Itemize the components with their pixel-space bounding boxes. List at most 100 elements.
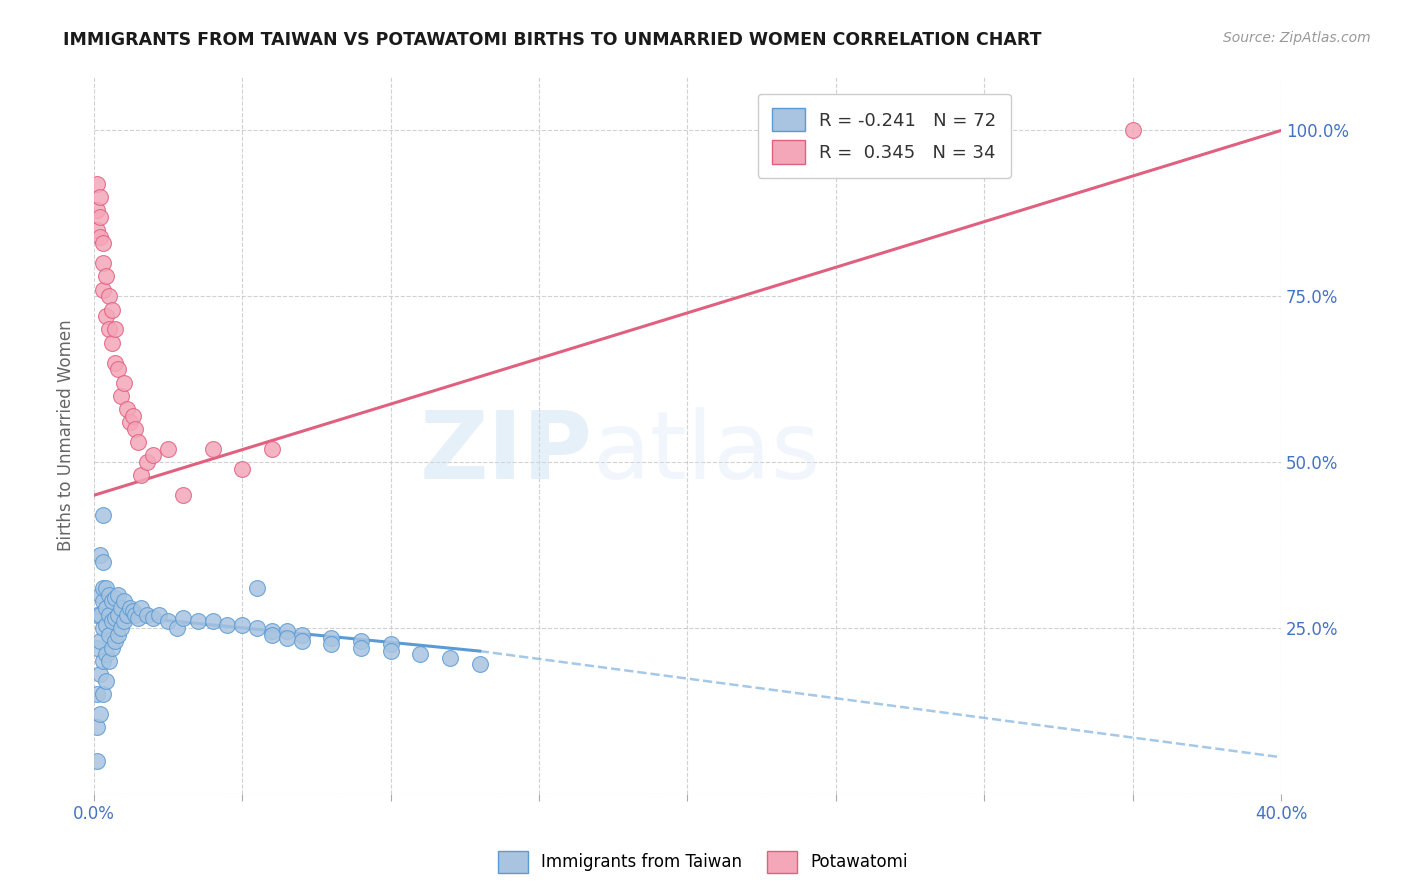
Point	[89, 634, 111, 648]
Point	[260, 624, 283, 639]
Point	[172, 488, 194, 502]
Point	[97, 322, 120, 336]
Legend: Immigrants from Taiwan, Potawatomi: Immigrants from Taiwan, Potawatomi	[491, 845, 915, 880]
Point	[409, 648, 432, 662]
Text: ZIP: ZIP	[419, 408, 592, 500]
Point	[124, 422, 146, 436]
Point	[246, 621, 269, 635]
Point	[91, 256, 114, 270]
Point	[127, 611, 149, 625]
Point	[86, 687, 108, 701]
Point	[131, 468, 153, 483]
Point	[217, 617, 239, 632]
Point	[439, 650, 461, 665]
Y-axis label: Births to Unmarried Women: Births to Unmarried Women	[58, 319, 75, 551]
Point	[97, 588, 120, 602]
Point	[187, 614, 209, 628]
Point	[127, 435, 149, 450]
Point	[115, 607, 138, 622]
Point	[131, 601, 153, 615]
Point	[89, 210, 111, 224]
Point	[276, 624, 298, 639]
Point	[468, 657, 491, 672]
Text: Source: ZipAtlas.com: Source: ZipAtlas.com	[1223, 31, 1371, 45]
Point	[86, 177, 108, 191]
Point	[89, 707, 111, 722]
Point	[104, 356, 127, 370]
Point	[124, 607, 146, 622]
Point	[380, 644, 402, 658]
Point	[110, 621, 132, 635]
Point	[121, 604, 143, 618]
Point	[136, 455, 159, 469]
Text: IMMIGRANTS FROM TAIWAN VS POTAWATOMI BIRTHS TO UNMARRIED WOMEN CORRELATION CHART: IMMIGRANTS FROM TAIWAN VS POTAWATOMI BIR…	[63, 31, 1042, 49]
Point	[136, 607, 159, 622]
Point	[94, 648, 117, 662]
Point	[89, 667, 111, 681]
Point	[89, 588, 111, 602]
Point	[148, 607, 170, 622]
Point	[231, 461, 253, 475]
Point	[91, 283, 114, 297]
Point	[89, 190, 111, 204]
Point	[91, 594, 114, 608]
Point	[112, 376, 135, 390]
Point	[94, 617, 117, 632]
Point	[112, 614, 135, 628]
Point	[107, 627, 129, 641]
Point	[86, 640, 108, 655]
Point	[100, 594, 122, 608]
Point	[157, 614, 180, 628]
Point	[112, 594, 135, 608]
Point	[97, 607, 120, 622]
Point	[231, 617, 253, 632]
Point	[380, 637, 402, 651]
Point	[104, 591, 127, 605]
Point	[94, 269, 117, 284]
Point	[91, 581, 114, 595]
Text: atlas: atlas	[592, 408, 821, 500]
Point	[1122, 123, 1144, 137]
Point	[104, 322, 127, 336]
Point	[97, 654, 120, 668]
Point	[89, 548, 111, 562]
Point	[91, 654, 114, 668]
Point	[97, 627, 120, 641]
Point	[91, 236, 114, 251]
Point	[94, 601, 117, 615]
Point	[89, 607, 111, 622]
Point	[350, 634, 373, 648]
Point	[350, 640, 373, 655]
Point	[91, 555, 114, 569]
Point	[89, 229, 111, 244]
Point	[94, 673, 117, 688]
Point	[110, 389, 132, 403]
Point	[172, 611, 194, 625]
Point	[100, 302, 122, 317]
Point	[100, 614, 122, 628]
Point	[291, 634, 314, 648]
Point	[100, 640, 122, 655]
Point	[94, 581, 117, 595]
Point	[321, 637, 343, 651]
Point	[246, 581, 269, 595]
Point	[276, 631, 298, 645]
Point	[321, 631, 343, 645]
Point	[121, 409, 143, 423]
Point	[118, 601, 141, 615]
Point	[201, 614, 224, 628]
Point	[118, 415, 141, 429]
Legend: R = -0.241   N = 72, R =  0.345   N = 34: R = -0.241 N = 72, R = 0.345 N = 34	[758, 94, 1011, 178]
Point	[201, 442, 224, 456]
Point	[157, 442, 180, 456]
Point	[91, 687, 114, 701]
Point	[86, 223, 108, 237]
Point	[107, 362, 129, 376]
Point	[260, 627, 283, 641]
Point	[115, 402, 138, 417]
Point	[104, 634, 127, 648]
Point	[107, 588, 129, 602]
Point	[110, 601, 132, 615]
Point	[142, 449, 165, 463]
Point	[86, 203, 108, 218]
